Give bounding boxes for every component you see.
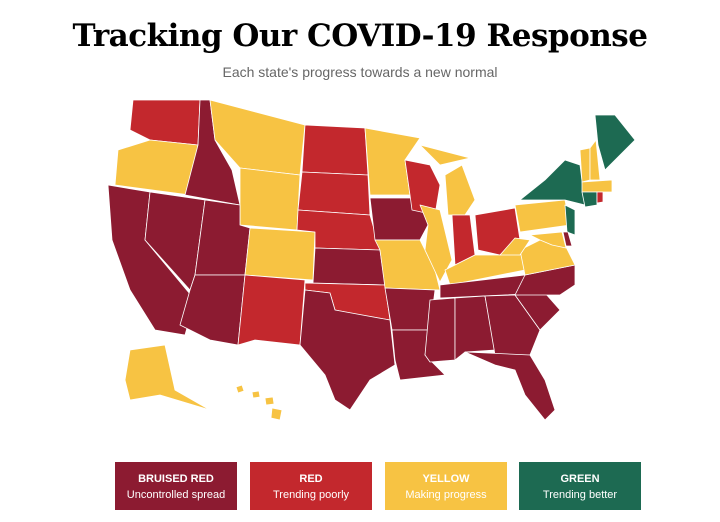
legend-label: RED — [299, 473, 323, 485]
state — [564, 204, 576, 236]
state — [419, 144, 471, 166]
legend-description: Making progress — [405, 489, 487, 501]
state — [454, 295, 496, 361]
state — [562, 231, 573, 247]
state — [579, 147, 591, 183]
legend-description: Trending better — [542, 489, 618, 501]
state — [499, 237, 531, 256]
state — [596, 191, 604, 204]
state — [301, 124, 369, 176]
legend-item: YELLOW Making progress — [385, 462, 507, 510]
state — [114, 139, 199, 196]
state — [594, 114, 636, 171]
map — [107, 99, 636, 421]
state — [270, 407, 283, 421]
legend-item: GREEN Trending better — [519, 462, 641, 510]
legend-label: YELLOW — [422, 473, 470, 485]
state — [237, 274, 306, 346]
title: Tracking Our COVID-19 Response — [72, 18, 648, 54]
state — [124, 344, 211, 411]
subtitle: Each state's progress towards a new norm… — [222, 64, 498, 80]
state — [484, 294, 541, 356]
legend-description: Trending poorly — [272, 489, 350, 501]
state — [297, 171, 371, 216]
state — [514, 199, 571, 233]
state — [264, 396, 275, 406]
state — [129, 99, 201, 146]
legend-item: RED Trending poorly — [250, 462, 372, 510]
state — [424, 297, 456, 363]
state — [589, 139, 601, 181]
state — [581, 179, 613, 193]
state — [239, 167, 301, 231]
state — [244, 227, 316, 281]
legend-label: BRUISED RED — [138, 473, 214, 485]
state — [235, 384, 245, 394]
state — [581, 191, 598, 208]
state — [519, 159, 586, 206]
state — [464, 351, 556, 421]
state — [529, 231, 567, 249]
legend-item: BRUISED RED Uncontrolled spread — [115, 462, 237, 510]
state — [299, 289, 396, 411]
legend-label: GREEN — [560, 473, 600, 485]
state — [251, 390, 261, 399]
state — [444, 164, 476, 216]
state — [419, 204, 453, 283]
legend-description: Uncontrolled spread — [126, 489, 226, 501]
state — [312, 247, 386, 286]
